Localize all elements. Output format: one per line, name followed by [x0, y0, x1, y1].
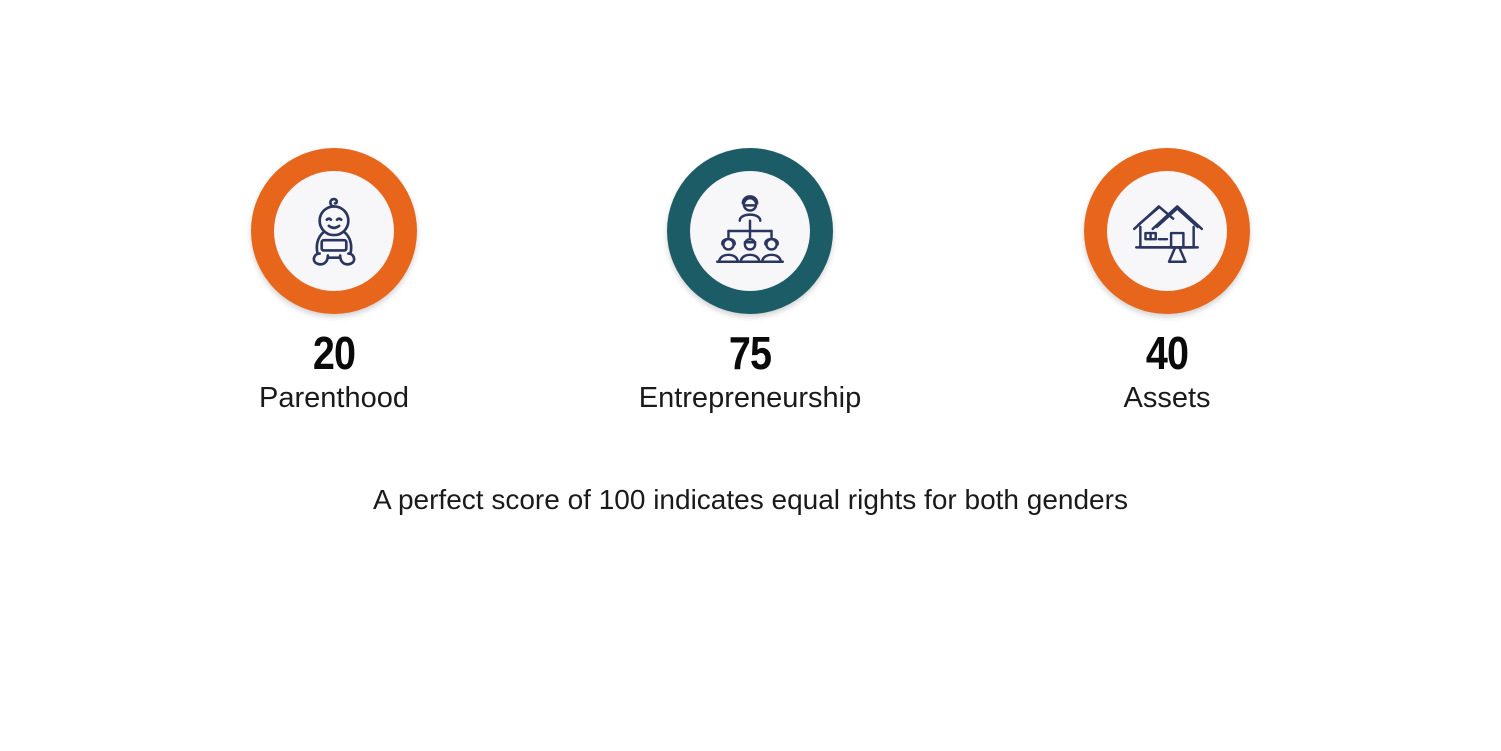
score-label: Parenthood	[259, 382, 409, 414]
stat-entrepreneurship: 75 Entrepreneurship	[590, 148, 910, 416]
score-label: Assets	[1123, 382, 1211, 414]
score-value: 20	[312, 327, 356, 379]
house-icon	[1132, 205, 1204, 263]
score-value: 75	[728, 327, 772, 379]
score-ring-entrepreneurship	[667, 148, 833, 314]
score-ring-parenthood	[251, 148, 417, 314]
stat-parenthood: 20 Parenthood	[174, 148, 494, 416]
score-value: 40	[1145, 327, 1189, 379]
org-chart-people-icon	[715, 195, 785, 263]
footnote: A perfect score of 100 indicates equal r…	[373, 484, 1128, 515]
icon-circle	[690, 171, 810, 291]
baby-icon	[312, 197, 356, 266]
icon-circle	[274, 171, 394, 291]
score-label: Entrepreneurship	[638, 382, 862, 414]
icon-circle	[1107, 171, 1227, 291]
score-ring-assets	[1084, 148, 1250, 314]
stat-assets: 40 Assets	[1007, 148, 1327, 416]
